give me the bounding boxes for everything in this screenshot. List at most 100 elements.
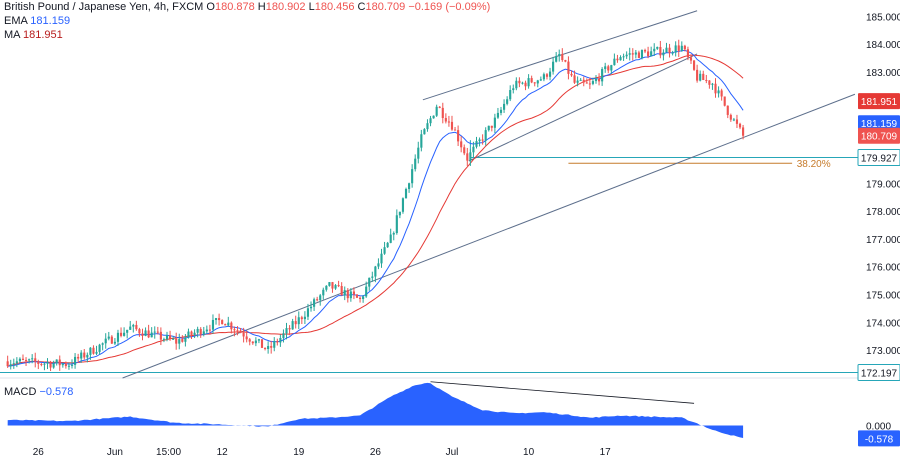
candle-body: [475, 141, 478, 147]
candle-body: [6, 361, 9, 367]
candle-body: [518, 80, 521, 84]
candle-body: [597, 78, 601, 82]
time-tick-label: 15:00: [156, 447, 181, 458]
candle-body: [564, 60, 567, 62]
candle-body: [18, 358, 21, 362]
candle-body: [319, 295, 322, 301]
candle-body: [288, 328, 291, 330]
candle-body: [199, 328, 202, 335]
horizontal-lines[interactable]: 38.20%: [0, 140, 858, 374]
candle-body: [309, 306, 313, 309]
macd-label: MACD: [4, 386, 37, 398]
candle-body: [588, 83, 591, 85]
candle-body: [444, 118, 447, 122]
candle-body: [178, 339, 181, 344]
candle-body: [86, 354, 89, 358]
candle-body: [181, 339, 184, 342]
candle-body: [202, 331, 205, 335]
candle-body: [530, 78, 533, 83]
candle-body: [696, 69, 699, 81]
candle-body: [545, 74, 549, 77]
candle-body: [165, 335, 169, 340]
candle-body: [55, 359, 58, 364]
ema-path: [7, 49, 744, 367]
candle-body: [686, 49, 690, 58]
ma-path: [7, 54, 744, 367]
price-tick-label: 178.000: [866, 207, 900, 218]
candle-body: [316, 299, 319, 301]
candle-body: [726, 105, 729, 115]
candle-body: [49, 362, 52, 368]
candle-body: [619, 57, 622, 61]
ma-price-label-text: 181.951: [861, 97, 898, 108]
candle-body: [355, 294, 359, 298]
candle-body: [211, 319, 215, 330]
candle-body: [509, 90, 512, 100]
candle-body: [162, 339, 166, 341]
candle-body: [218, 318, 221, 321]
candle-body: [383, 247, 386, 254]
candle-body: [579, 79, 582, 81]
candle-body: [515, 80, 518, 89]
macd-legend[interactable]: MACD −0.578: [4, 386, 73, 398]
candle-body: [723, 96, 726, 106]
candle-body: [273, 341, 276, 348]
candle-body: [104, 338, 107, 344]
candle-body: [647, 51, 650, 57]
fib-label: 38.20%: [797, 159, 831, 170]
candle-body: [303, 316, 306, 320]
candle-body: [37, 361, 40, 364]
candle-body: [150, 332, 153, 338]
macd-divergence-line: [430, 381, 695, 404]
time-tick-label: 10: [523, 447, 535, 458]
candle-body: [141, 333, 144, 336]
candle-body: [637, 52, 640, 58]
time-tick-label: 19: [293, 447, 305, 458]
candle-body: [567, 61, 570, 74]
candle-body: [591, 81, 595, 84]
candle-body: [34, 358, 37, 362]
candle-body: [653, 48, 656, 52]
candle-body: [208, 329, 211, 331]
candle-body: [138, 329, 141, 334]
candle-body: [662, 52, 665, 56]
ema-price-label-box: [858, 115, 900, 132]
candle-body: [227, 322, 230, 326]
candle-body: [331, 282, 334, 289]
candle-body: [9, 364, 12, 367]
candle-body: [337, 285, 340, 287]
candle-body: [512, 88, 515, 91]
candle-body: [411, 169, 414, 184]
time-tick-label: 17: [600, 447, 612, 458]
candle-body: [426, 123, 429, 130]
candle-body: [671, 52, 674, 54]
candle-body: [729, 114, 732, 120]
candle-body: [699, 73, 702, 81]
candle-body: [119, 332, 123, 336]
candle-body: [689, 57, 693, 61]
candle-body: [248, 339, 251, 342]
candle-body: [270, 346, 273, 348]
candle-body: [417, 147, 420, 159]
price-tick-label: 179.000: [866, 179, 900, 190]
candle-body: [659, 46, 662, 56]
candle-body: [358, 297, 362, 300]
candle-body: [450, 121, 454, 130]
support-price-label-text: 179.927: [861, 153, 898, 164]
candle-body: [423, 129, 426, 135]
time-axis[interactable]: 26 Jun 15:00 12 19 26 Jul 10 17: [33, 447, 611, 458]
candle-body: [254, 340, 257, 344]
time-tick-label: Jul: [446, 447, 459, 458]
candle-body: [548, 71, 552, 77]
candle-body: [12, 363, 15, 365]
candle-body: [506, 99, 509, 104]
candle-body: [116, 332, 120, 342]
candle-body: [58, 359, 61, 366]
close-price-label-text: 180.709: [861, 132, 898, 143]
candle-body: [447, 121, 450, 123]
candle-body: [536, 80, 539, 84]
candle-body: [101, 343, 104, 345]
candle-body: [80, 352, 83, 359]
